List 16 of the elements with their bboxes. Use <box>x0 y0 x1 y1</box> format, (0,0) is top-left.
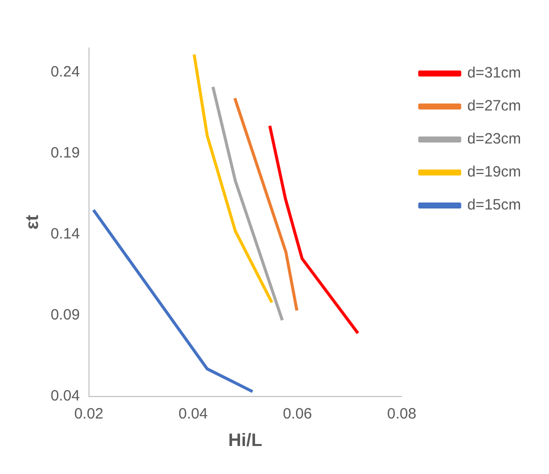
y-axis-title: εt <box>22 214 42 230</box>
y-tick-label: 0.14 <box>50 225 80 242</box>
legend-label: d=15cm <box>467 196 522 214</box>
legend-label: d=27cm <box>467 98 522 115</box>
y-tick-label: 0.09 <box>50 306 80 324</box>
x-tick-label: 0.08 <box>387 406 416 423</box>
legend-label: d=31cm <box>467 64 522 82</box>
y-tick-label: 0.04 <box>50 388 80 405</box>
y-tick-label: 0.19 <box>50 144 80 162</box>
legend-label: d=19cm <box>467 164 522 181</box>
x-tick-label: 0.02 <box>74 406 104 423</box>
y-tick-label: 0.24 <box>50 63 80 80</box>
x-tick-label: 0.06 <box>282 406 312 423</box>
legend-label: d=23cm <box>467 130 522 148</box>
x-tick-label: 0.04 <box>178 406 208 423</box>
x-axis-title: Hi/L <box>228 430 262 450</box>
